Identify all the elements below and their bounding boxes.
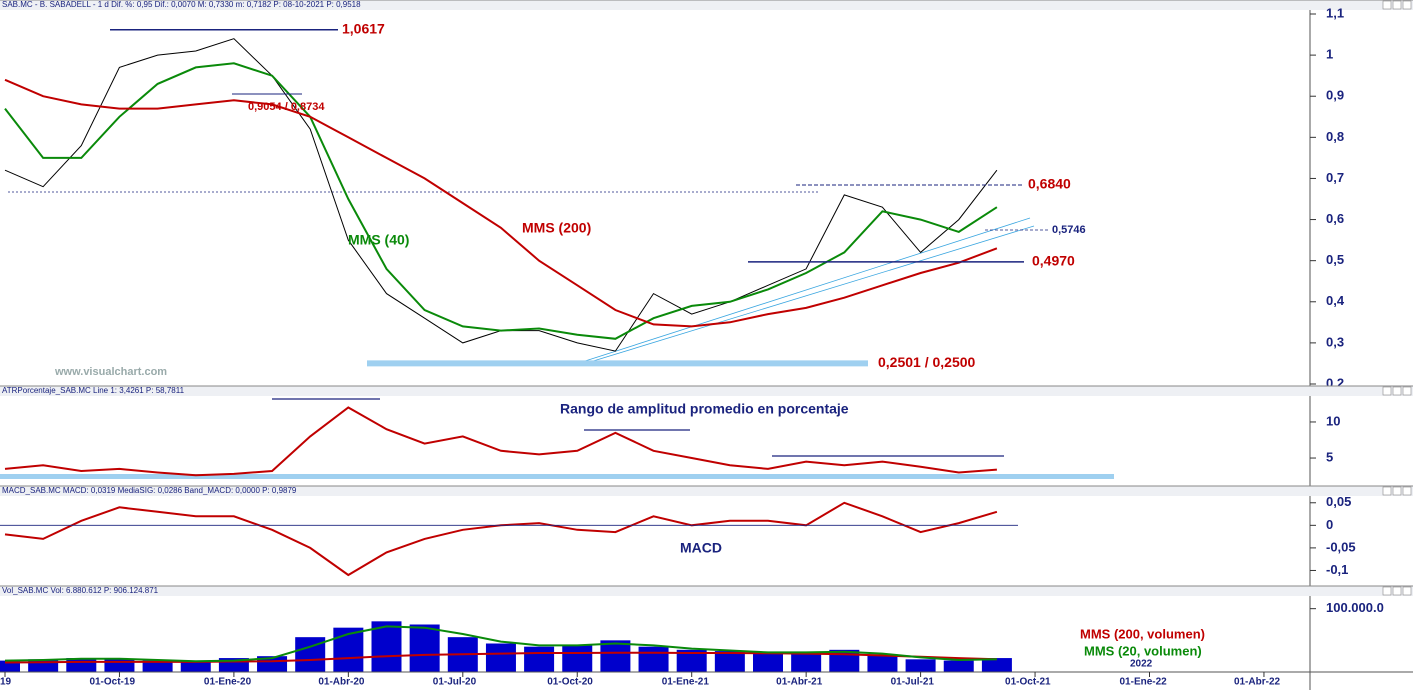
x-tick-label: 01-Ene-22 xyxy=(1120,677,1168,688)
annotation-label: 0,2501 / 0,2500 xyxy=(878,354,976,370)
volume-bar xyxy=(562,645,593,672)
y-tick-label: -0,05 xyxy=(1326,539,1356,554)
y-tick-label: 0,3 xyxy=(1326,334,1344,349)
window-button xyxy=(1392,386,1402,396)
panel-label: Rango de amplitud promedio en porcentaje xyxy=(560,401,849,417)
x-tick-label: 01-Oct-20 xyxy=(547,677,593,688)
volume-bar xyxy=(791,651,822,672)
level-band xyxy=(0,474,1114,479)
window-button xyxy=(1382,0,1392,10)
window-button xyxy=(1382,486,1392,496)
panel-title: SAB.MC - B. SABADELL - 1 d Dif. %: 0,95 … xyxy=(2,0,361,9)
legend-label: MMS (200, volumen) xyxy=(1080,626,1205,641)
year-label: 2022 xyxy=(1130,659,1153,670)
volume-bar xyxy=(943,660,974,672)
series-line xyxy=(4,406,997,477)
y-tick-label: 0,8 xyxy=(1326,129,1344,144)
volume-bar xyxy=(333,627,364,672)
panel-title: ATRPorcentaje_SAB.MC Line 1: 3,4261 P: 5… xyxy=(2,386,185,395)
window-button xyxy=(1402,0,1412,10)
volume-bar xyxy=(753,653,783,672)
series-label: MMS (200) xyxy=(522,220,591,236)
y-tick-label: 0,5 xyxy=(1326,252,1344,267)
x-tick-label: 01-Abr-20 xyxy=(318,677,365,688)
window-button xyxy=(1392,586,1402,596)
panel-header xyxy=(0,0,1413,10)
volume-bar xyxy=(0,660,20,672)
volume-bar xyxy=(905,659,936,672)
annotation-label: 0,5746 xyxy=(1052,224,1086,236)
window-button xyxy=(1402,386,1412,396)
x-tick-label: 19 xyxy=(0,677,12,688)
panel-header xyxy=(0,386,1413,396)
x-tick-label: 01-Oct-19 xyxy=(89,677,135,688)
annotation-label: 0,9054 / 0,8734 xyxy=(248,101,325,113)
watermark: www.visualchart.com xyxy=(54,366,167,378)
y-tick-label: 0,6 xyxy=(1326,211,1344,226)
y-tick-label: 0,05 xyxy=(1326,494,1351,509)
volume-bar xyxy=(371,621,402,672)
x-tick-label: 01-Oct-21 xyxy=(1005,677,1051,688)
volume-bar xyxy=(142,660,173,672)
y-tick-label: 1,1 xyxy=(1326,5,1344,20)
volume-bar xyxy=(638,646,669,672)
x-tick-label: 01-Abr-22 xyxy=(1234,677,1281,688)
panel-title: MACD_SAB.MC MACD: 0,0319 MediaSIG: 0,028… xyxy=(2,486,297,495)
volume-bar xyxy=(600,640,631,672)
series-label: MMS (40) xyxy=(348,232,409,248)
legend-label: MMS (20, volumen) xyxy=(1084,643,1202,658)
annotation-label: 0,4970 xyxy=(1032,253,1075,269)
series-line xyxy=(4,625,997,663)
trend-line xyxy=(581,217,1031,363)
y-tick-label: 100.000.0 xyxy=(1326,600,1384,615)
y-tick-label: -0,1 xyxy=(1326,562,1348,577)
y-tick-label: 0 xyxy=(1326,517,1333,532)
window-button xyxy=(1392,486,1402,496)
y-tick-label: 0,9 xyxy=(1326,88,1344,103)
annotation-label: 1,0617 xyxy=(342,20,385,36)
panel-title: Vol_SAB.MC Vol: 6.880.612 P: 906.124.871 xyxy=(2,586,159,595)
series-line xyxy=(4,62,998,340)
x-tick-label: 01-Abr-21 xyxy=(776,677,823,688)
x-tick-label: 01-Jul-21 xyxy=(891,677,935,688)
volume-bar xyxy=(981,658,1012,672)
volume-bar xyxy=(66,658,97,672)
volume-bar xyxy=(180,662,211,672)
y-tick-label: 0,7 xyxy=(1326,170,1344,185)
series-line xyxy=(4,78,998,328)
panel-label: MACD xyxy=(680,540,722,556)
x-tick-label: 01-Ene-21 xyxy=(662,677,710,688)
series-line xyxy=(4,651,997,664)
trend-line xyxy=(589,225,1035,363)
window-button xyxy=(1392,0,1402,10)
window-button xyxy=(1402,486,1412,496)
x-tick-label: 01-Jul-20 xyxy=(433,677,477,688)
y-tick-label: 10 xyxy=(1326,413,1340,428)
panel-header xyxy=(0,586,1413,596)
volume-bar xyxy=(409,624,440,672)
volume-bar xyxy=(867,654,898,672)
annotation-label: 0,6840 xyxy=(1028,176,1071,192)
volume-bar xyxy=(676,649,707,672)
volume-bar xyxy=(524,646,555,672)
volume-bar xyxy=(485,643,516,672)
y-tick-label: 1 xyxy=(1326,47,1333,62)
x-tick-label: 01-Ene-20 xyxy=(204,677,252,688)
y-tick-label: 0,4 xyxy=(1326,293,1345,308)
window-button xyxy=(1402,586,1412,596)
y-tick-label: 5 xyxy=(1326,449,1333,464)
panel-header xyxy=(0,486,1413,496)
window-button xyxy=(1382,586,1392,596)
volume-bar xyxy=(714,651,745,672)
window-button xyxy=(1382,386,1392,396)
